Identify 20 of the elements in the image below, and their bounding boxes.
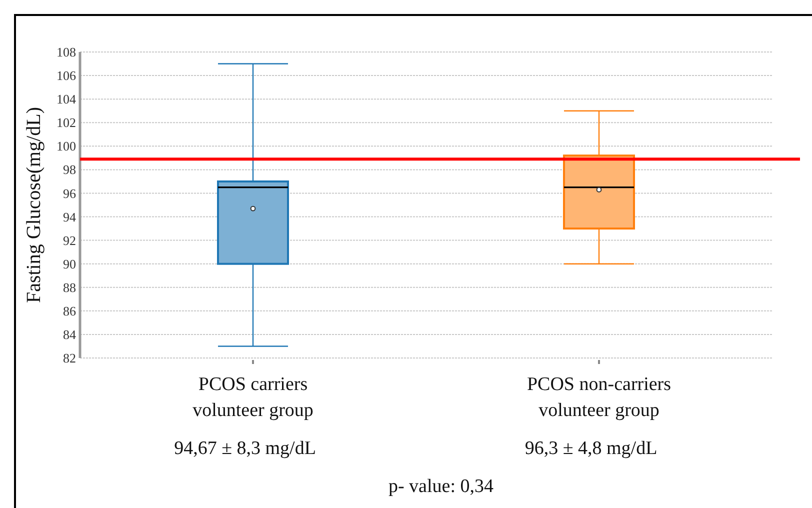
y-tick-label: 92	[63, 232, 76, 248]
y-tick-label: 84	[63, 327, 76, 342]
y-tick-label: 88	[63, 280, 76, 295]
text: 94,67 ± 8,3 mg/dL	[174, 438, 316, 459]
y-tick-label: 94	[63, 209, 76, 224]
y-tick-label: 98	[63, 162, 76, 178]
y-tick-label: 100	[56, 138, 76, 154]
y-tick-label: 106	[56, 68, 76, 84]
y-axis-title: Fasting Glucose(mg/dL)	[23, 106, 45, 304]
y-tick-label: 90	[63, 256, 76, 272]
x-tick-label: PCOS carriers volunteer group	[192, 374, 314, 421]
y-tick-label: 86	[63, 303, 76, 318]
x-tick-label: PCOS non-carriers volunteer group	[526, 374, 672, 421]
y-tick-label: 102	[56, 115, 76, 130]
text: p- value: 0,34	[388, 476, 494, 497]
y-tick-label: 108	[56, 44, 76, 60]
y-tick-label: 104	[56, 92, 76, 107]
text: 96,3 ± 4,8 mg/dL	[524, 438, 658, 459]
y-tick-label: 82	[63, 350, 76, 366]
y-tick-label: 96	[63, 186, 76, 201]
